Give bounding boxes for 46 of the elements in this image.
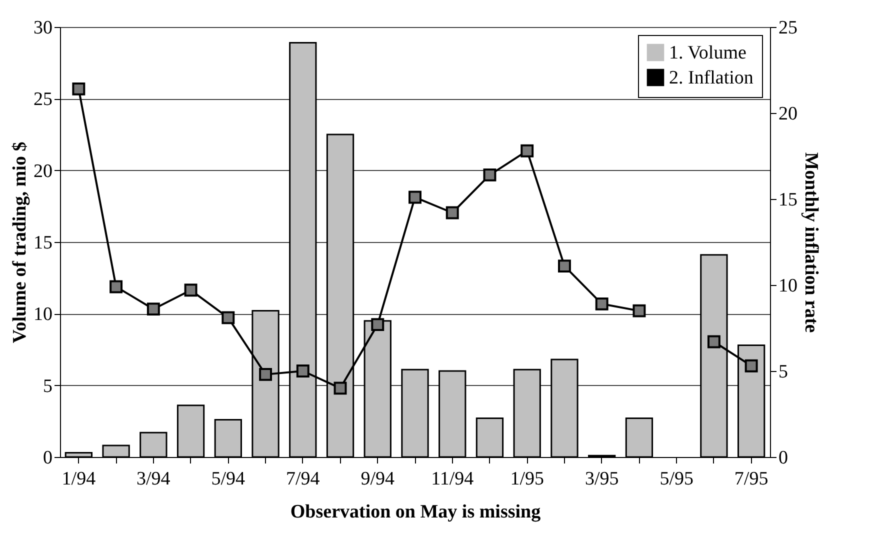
x-axis-title: Observation on May is missing — [290, 502, 542, 522]
y-tick-label: 20 — [34, 160, 52, 182]
point — [259, 368, 272, 381]
point — [632, 304, 646, 318]
y2-tick-label: 25 — [778, 18, 798, 38]
point — [371, 318, 384, 332]
point — [222, 311, 235, 324]
point — [110, 280, 123, 294]
y-axis-title: Volume of trading, mio $ — [10, 142, 30, 344]
point — [483, 168, 496, 182]
y-tick-label: 10 — [34, 304, 52, 326]
y-tick-label: 30 — [34, 18, 52, 38]
point — [595, 297, 608, 310]
y2-tick-label: 0 — [778, 448, 788, 468]
x-tick-label: 3/95 — [584, 468, 619, 490]
y-tick-label: 5 — [43, 376, 52, 397]
point — [146, 302, 160, 316]
point — [744, 359, 758, 372]
x-tick-label: 7/95 — [734, 468, 768, 490]
x-tick-label: 11/94 — [431, 468, 474, 490]
x-tick-label: 1/95 — [510, 468, 544, 490]
y2-tick-label: 5 — [778, 362, 788, 382]
point — [184, 284, 198, 297]
point — [520, 144, 534, 158]
x-tick-label: 3/94 — [136, 468, 171, 490]
y-tick-label: 25 — [34, 89, 52, 110]
x-tick-label: 1/94 — [62, 468, 96, 490]
point — [296, 364, 310, 378]
x-tick-label: 5/95 — [660, 468, 694, 490]
y2-axis-title: Monthly inflation rate — [800, 152, 822, 333]
y-tick-label: 15 — [34, 232, 52, 254]
point — [446, 206, 459, 220]
y2-tick-label: 10 — [778, 276, 798, 296]
y2-tick-label: 15 — [778, 190, 798, 210]
point — [558, 260, 571, 273]
point — [707, 335, 720, 348]
point — [408, 190, 422, 204]
y-tick-label: 0 — [43, 448, 52, 468]
y2-tick-label: 20 — [778, 104, 798, 124]
x-tick-label: 7/94 — [286, 468, 320, 490]
legend-label: 1. Volume — [669, 42, 746, 64]
x-tick-label: 5/94 — [211, 468, 246, 490]
point — [334, 382, 347, 395]
legend-label: 2. Inflation — [669, 68, 754, 88]
x-tick-label: 9/94 — [360, 468, 396, 490]
point — [72, 82, 86, 96]
